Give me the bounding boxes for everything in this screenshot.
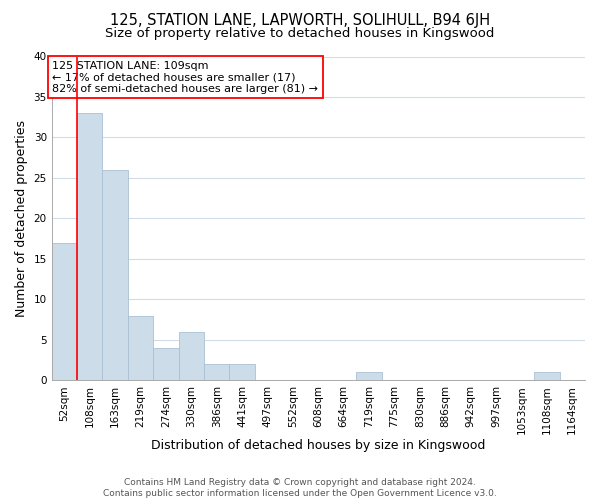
Y-axis label: Number of detached properties: Number of detached properties xyxy=(15,120,28,317)
Bar xyxy=(179,332,204,380)
Text: 125, STATION LANE, LAPWORTH, SOLIHULL, B94 6JH: 125, STATION LANE, LAPWORTH, SOLIHULL, B… xyxy=(110,12,490,28)
Bar xyxy=(534,372,560,380)
Text: 125 STATION LANE: 109sqm
← 17% of detached houses are smaller (17)
82% of semi-d: 125 STATION LANE: 109sqm ← 17% of detach… xyxy=(52,60,318,94)
Bar xyxy=(128,316,153,380)
Bar xyxy=(103,170,128,380)
Bar xyxy=(153,348,179,380)
Bar xyxy=(229,364,255,380)
Bar xyxy=(204,364,229,380)
Bar xyxy=(356,372,382,380)
X-axis label: Distribution of detached houses by size in Kingswood: Distribution of detached houses by size … xyxy=(151,440,485,452)
Text: Contains HM Land Registry data © Crown copyright and database right 2024.
Contai: Contains HM Land Registry data © Crown c… xyxy=(103,478,497,498)
Text: Size of property relative to detached houses in Kingswood: Size of property relative to detached ho… xyxy=(106,28,494,40)
Bar xyxy=(77,113,103,380)
Bar xyxy=(52,242,77,380)
